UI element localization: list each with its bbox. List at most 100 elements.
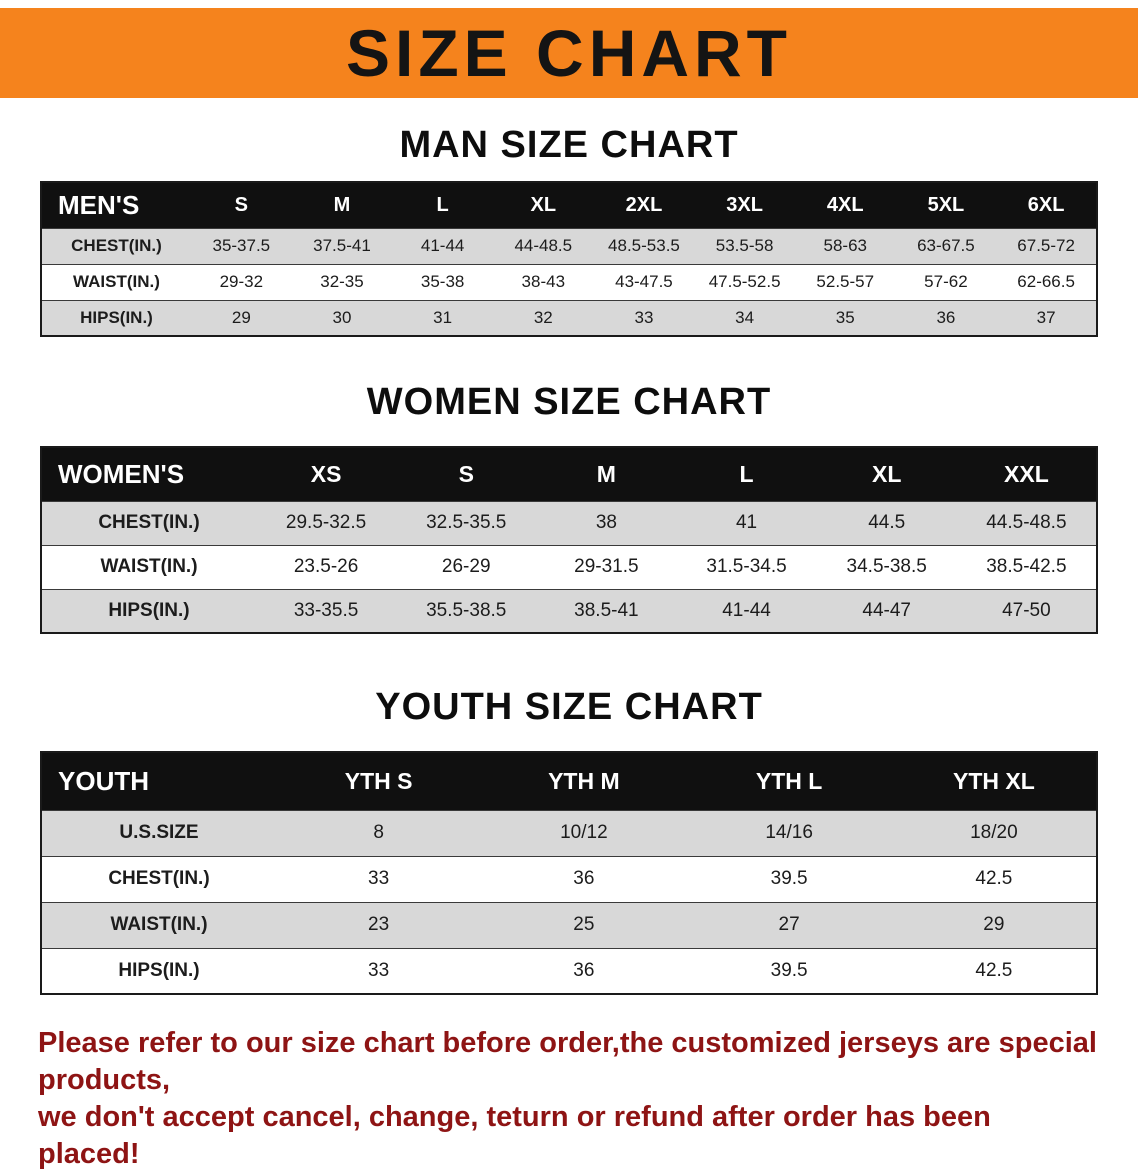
row-label: WAIST(IN.)	[73, 272, 160, 291]
size-cell: 32.5-35.5	[426, 512, 507, 533]
size-cell: 37	[1036, 307, 1056, 327]
youth-size-table: YOUTH YTH S YTH M YTH L YTH XL U.S.SIZE …	[40, 751, 1098, 995]
men-section-title: MAN SIZE CHART	[399, 124, 739, 166]
women-size-header: M	[596, 460, 616, 487]
table-row: CHEST(IN.) 29.5-32.5 32.5-35.5 38 41 44.…	[41, 501, 1097, 545]
size-cell: 27	[778, 914, 800, 935]
order-notice: Please refer to our size chart before or…	[0, 1025, 1138, 1173]
row-label: HIPS(IN.)	[118, 959, 200, 981]
size-cell: 67.5-72	[1017, 236, 1075, 255]
table-row: WAIST(IN.) 23 25 27 29	[41, 902, 1097, 948]
men-header-row: MEN'S S M L XL 2XL 3XL 4XL 5XL 6XL	[41, 182, 1097, 228]
size-cell: 57-62	[924, 272, 968, 291]
size-cell: 36	[573, 868, 595, 889]
size-cell: 39.5	[770, 959, 808, 981]
size-cell: 38.5-42.5	[986, 556, 1067, 577]
size-cell: 38-43	[521, 272, 566, 291]
youth-table-corner-label: YOUTH	[58, 765, 149, 796]
men-size-header: M	[333, 193, 351, 216]
size-cell: 41	[735, 512, 758, 533]
size-cell: 29	[983, 914, 1005, 935]
women-section-title: WOMEN SIZE CHART	[366, 381, 772, 423]
size-cell: 52.5-57	[816, 272, 875, 291]
size-cell: 18/20	[970, 822, 1018, 843]
size-cell: 29.5-32.5	[285, 512, 367, 533]
size-cell: 35.5-38.5	[426, 599, 507, 621]
size-cell: 34.5-38.5	[846, 556, 927, 577]
size-cell: 23	[368, 914, 390, 935]
women-table-corner-label: WOMEN'S	[58, 458, 185, 489]
size-cell: 32	[533, 307, 553, 327]
size-cell: 47.5-52.5	[708, 272, 781, 291]
order-notice-line2: we don't accept cancel, change, teturn o…	[38, 1101, 991, 1171]
size-cell: 44-47	[862, 599, 911, 621]
row-label: CHEST(IN.)	[71, 236, 162, 255]
size-cell: 48.5-53.5	[608, 236, 680, 255]
size-cell: 42.5	[975, 959, 1013, 981]
size-cell: 37.5-41	[313, 236, 371, 255]
youth-size-header: YTH S	[344, 767, 413, 794]
size-cell: 39.5	[770, 868, 808, 889]
row-label: HIPS(IN.)	[108, 599, 190, 621]
size-cell: 33	[368, 868, 390, 889]
size-cell: 25	[573, 914, 595, 935]
women-size-table: WOMEN'S XS S M L XL XXL CHEST(IN.) 29.5-…	[40, 446, 1098, 634]
size-chart-page: SIZE CHART MAN SIZE CHART MEN'S S M L XL…	[0, 8, 1138, 1173]
size-cell: 33-35.5	[293, 599, 359, 621]
size-cell: 36	[573, 959, 595, 981]
row-label: WAIST(IN.)	[100, 556, 198, 577]
table-row: CHEST(IN.) 35-37.5 37.5-41 41-44 44-48.5…	[41, 228, 1097, 264]
men-size-header: 3XL	[726, 193, 763, 216]
men-size-header: 5XL	[927, 193, 965, 216]
youth-size-header: YTH M	[548, 767, 620, 794]
size-cell: 31	[433, 307, 453, 327]
women-size-header: XXL	[1004, 460, 1049, 487]
size-cell: 14/16	[765, 822, 813, 843]
size-cell: 41-44	[722, 599, 771, 621]
size-cell: 32-35	[320, 272, 364, 291]
size-cell: 38	[595, 512, 617, 533]
table-row: CHEST(IN.) 33 36 39.5 42.5	[41, 856, 1097, 902]
size-cell: 34	[735, 307, 755, 327]
women-size-header: XL	[872, 460, 902, 487]
youth-size-header: YTH L	[755, 767, 823, 794]
men-size-header: 6XL	[1027, 193, 1065, 216]
size-cell: 33	[634, 307, 654, 327]
men-size-header: 4XL	[826, 193, 864, 216]
size-cell: 53.5-58	[715, 236, 774, 255]
men-size-header: XL	[530, 193, 557, 216]
size-cell: 44.5-48.5	[986, 512, 1067, 533]
size-cell: 31.5-34.5	[706, 556, 787, 577]
size-cell: 23.5-26	[293, 556, 359, 577]
size-cell: 42.5	[975, 868, 1013, 889]
size-cell: 62-66.5	[1017, 272, 1075, 291]
size-cell: 43-47.5	[615, 272, 673, 291]
size-cell: 29-31.5	[574, 556, 639, 577]
size-cell: 35-37.5	[212, 236, 271, 255]
size-cell: 8	[373, 822, 384, 843]
row-label: HIPS(IN.)	[80, 307, 153, 327]
size-cell: 36	[936, 307, 956, 327]
size-cell: 30	[332, 307, 352, 327]
row-label: WAIST(IN.)	[110, 914, 208, 935]
size-cell: 10/12	[560, 822, 608, 843]
size-cell: 35-38	[420, 272, 465, 291]
men-size-table: MEN'S S M L XL 2XL 3XL 4XL 5XL 6XL CHEST…	[40, 181, 1098, 337]
content: MAN SIZE CHART MEN'S S M L XL 2XL 3XL 4X…	[0, 124, 1138, 995]
youth-size-header: YTH XL	[952, 767, 1035, 794]
size-cell: 58-63	[823, 236, 867, 255]
size-cell: 63-67.5	[917, 236, 975, 255]
size-cell: 33	[368, 959, 390, 981]
row-label: U.S.SIZE	[119, 822, 199, 843]
size-cell: 44.5	[868, 512, 906, 533]
banner: SIZE CHART	[0, 8, 1138, 98]
men-size-header: S	[234, 193, 248, 216]
table-row: WAIST(IN.) 23.5-26 26-29 29-31.5 31.5-34…	[41, 545, 1097, 589]
table-row: HIPS(IN.) 33-35.5 35.5-38.5 38.5-41 41-4…	[41, 589, 1097, 633]
women-size-header: L	[739, 460, 754, 487]
table-row: HIPS(IN.) 33 36 39.5 42.5	[41, 948, 1097, 994]
women-header-row: WOMEN'S XS S M L XL XXL	[41, 447, 1097, 501]
size-cell: 35	[835, 307, 855, 327]
table-row: U.S.SIZE 8 10/12 14/16 18/20	[41, 810, 1097, 856]
size-cell: 29	[231, 307, 251, 327]
